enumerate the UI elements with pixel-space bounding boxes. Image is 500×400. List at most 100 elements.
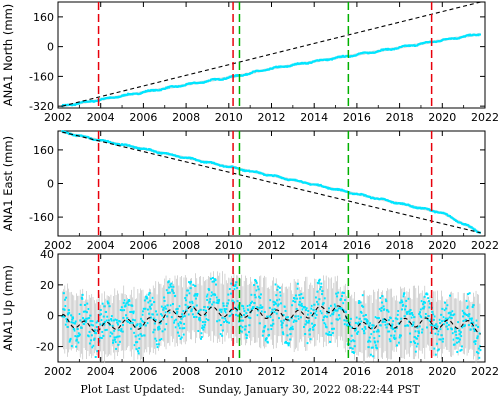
data-point (62, 292, 65, 295)
data-point (426, 293, 429, 296)
data-point (423, 305, 426, 308)
data-point (204, 320, 207, 323)
data-point (327, 307, 330, 310)
data-point (100, 337, 103, 340)
fit-line (62, 305, 481, 335)
data-point (186, 289, 189, 292)
data-point (94, 355, 97, 358)
data-point (445, 307, 448, 310)
data-point (165, 323, 168, 326)
data-point (203, 323, 206, 326)
y-tick-label: 40 (40, 248, 54, 261)
data-point (308, 329, 311, 332)
data-point (154, 318, 157, 321)
data-point (196, 312, 199, 315)
data-point (455, 337, 458, 340)
data-point (407, 324, 410, 327)
data-point (80, 326, 83, 329)
data-point (178, 305, 181, 308)
data-point (155, 310, 158, 313)
data-point (223, 309, 226, 312)
data-point (371, 324, 374, 327)
data-point (237, 306, 240, 309)
data-point (90, 334, 93, 337)
data-point (264, 324, 267, 327)
data-point (80, 296, 83, 299)
data-point (79, 303, 82, 306)
data-point (335, 318, 338, 321)
data-point (277, 303, 280, 306)
data-point (420, 316, 423, 319)
data-point (194, 158, 197, 161)
data-point (212, 293, 215, 296)
data-point (175, 308, 178, 311)
data-point (276, 299, 279, 302)
data-point (458, 329, 461, 332)
x-tick-label: 2006 (129, 239, 157, 252)
data-point (136, 350, 139, 353)
x-tick-label: 2006 (129, 365, 157, 378)
data-point (290, 327, 293, 330)
data-point (363, 332, 366, 335)
data-point (152, 317, 155, 320)
data-point (72, 321, 75, 324)
data-point (137, 334, 140, 337)
data-point (415, 345, 418, 348)
data-point (64, 305, 67, 308)
data-point (208, 288, 211, 291)
data-point (115, 347, 118, 350)
data-point (331, 58, 334, 61)
data-point (304, 308, 307, 311)
data-point (229, 314, 232, 317)
data-point (409, 332, 412, 335)
data-point (321, 303, 324, 306)
data-point (100, 319, 103, 322)
data-point (381, 320, 384, 323)
data-point (275, 294, 278, 297)
data-point (427, 297, 430, 300)
data-point (269, 299, 272, 302)
data-point (69, 337, 72, 340)
data-point (284, 309, 287, 312)
data-point (176, 310, 179, 313)
data-point (178, 334, 181, 337)
data-point (119, 320, 122, 323)
data-point (388, 330, 391, 333)
data-point (221, 329, 224, 332)
data-point (99, 308, 102, 311)
data-point (374, 344, 377, 347)
data-point (239, 324, 242, 327)
data-point (315, 313, 318, 316)
data-point (215, 301, 218, 304)
data-point (464, 313, 467, 316)
data-point (73, 328, 76, 331)
data-point (340, 308, 343, 311)
data-point (254, 280, 257, 283)
data-point (376, 347, 379, 350)
data-point (403, 292, 406, 295)
data-point (219, 324, 222, 327)
data-points (61, 130, 481, 234)
data-point (418, 325, 421, 328)
data-point (233, 301, 236, 304)
data-point (465, 313, 468, 316)
data-point (291, 304, 294, 307)
data-point (228, 288, 231, 291)
data-point (471, 325, 474, 328)
data-point (144, 324, 147, 327)
data-point (328, 331, 331, 334)
data-point (122, 301, 125, 304)
data-point (349, 317, 352, 320)
y-tick-label: 0 (47, 178, 54, 191)
x-tick-label: 2014 (300, 239, 328, 252)
data-point (396, 318, 399, 321)
data-point (462, 315, 465, 318)
data-point (405, 311, 408, 314)
data-point (293, 297, 296, 300)
data-point (81, 297, 84, 300)
data-point (243, 313, 246, 316)
data-point (344, 311, 347, 314)
data-point (63, 298, 66, 301)
data-point (436, 349, 439, 352)
data-point (168, 286, 171, 289)
